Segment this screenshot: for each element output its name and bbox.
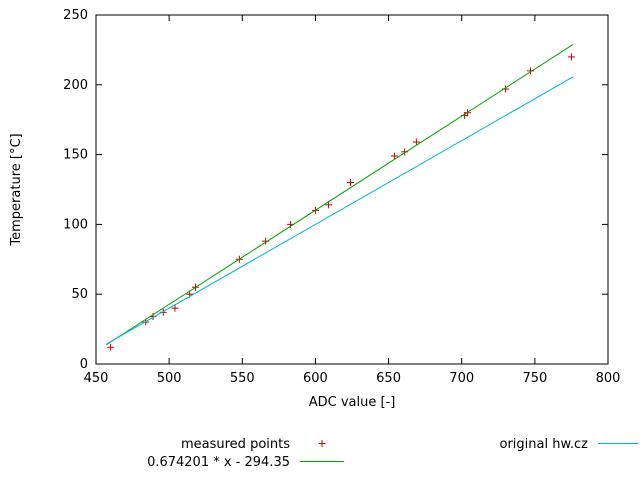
series-line-1 xyxy=(105,44,574,346)
x-tick-label: 600 xyxy=(303,371,328,386)
y-tick-label: 200 xyxy=(63,78,88,93)
x-tick-label: 750 xyxy=(522,371,547,386)
x-tick-label: 650 xyxy=(376,371,401,386)
plot-border xyxy=(95,14,609,365)
y-axis-label: Temperature [°C] xyxy=(9,133,24,246)
x-axis-label: ADC value [-] xyxy=(309,395,396,410)
y-tick-label: 150 xyxy=(63,148,88,163)
x-tick-label: 550 xyxy=(230,371,255,386)
legend-label-fit-line: 0.674201 * x - 294.35 xyxy=(147,455,290,470)
y-tick-label: 0 xyxy=(80,357,88,372)
x-tick-label: 700 xyxy=(449,371,474,386)
y-tick-label: 50 xyxy=(71,287,88,302)
legend-label-measured-points: measured points xyxy=(181,437,290,452)
x-tick-label: 800 xyxy=(596,371,621,386)
legend-label-original-hwcz: original hw.cz xyxy=(499,437,588,452)
x-tick-label: 450 xyxy=(84,371,109,386)
y-tick-label: 100 xyxy=(63,217,88,232)
x-tick-label: 500 xyxy=(157,371,182,386)
y-tick-label: 250 xyxy=(63,8,88,23)
series-line-2 xyxy=(105,76,574,345)
